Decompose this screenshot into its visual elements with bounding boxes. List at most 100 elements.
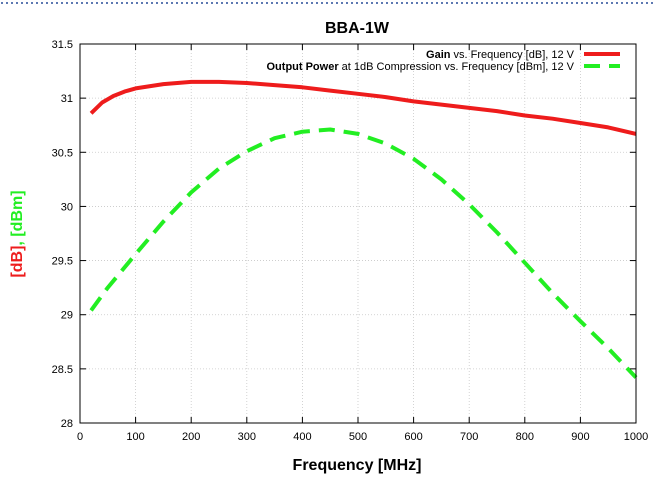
border-dot bbox=[576, 2, 578, 4]
border-dot bbox=[136, 2, 138, 4]
x-tick-label: 700 bbox=[460, 431, 478, 443]
border-dot bbox=[436, 2, 438, 4]
border-dot bbox=[56, 2, 58, 4]
border-dot bbox=[361, 2, 363, 4]
border-dot bbox=[566, 2, 568, 4]
border-dot bbox=[501, 2, 503, 4]
border-dot bbox=[476, 2, 478, 4]
border-dot bbox=[311, 2, 313, 4]
border-dot bbox=[261, 2, 263, 4]
border-dot bbox=[441, 2, 443, 4]
border-dot bbox=[96, 2, 98, 4]
border-dot bbox=[1, 2, 3, 4]
border-dot bbox=[331, 2, 333, 4]
border-dot bbox=[416, 2, 418, 4]
border-dot bbox=[446, 2, 448, 4]
border-dot bbox=[391, 2, 393, 4]
border-dot bbox=[586, 2, 588, 4]
border-dot bbox=[51, 2, 53, 4]
output-power-series-line bbox=[89, 127, 638, 379]
x-tick-label: 1000 bbox=[624, 431, 648, 443]
border-dot bbox=[481, 2, 483, 4]
border-dot bbox=[421, 2, 423, 4]
border-dot bbox=[651, 2, 653, 4]
border-dot bbox=[456, 2, 458, 4]
y-tick-label: 28 bbox=[61, 418, 73, 430]
border-dot bbox=[231, 2, 233, 4]
border-dot bbox=[556, 2, 558, 4]
border-dot bbox=[151, 2, 153, 4]
border-dot bbox=[636, 2, 638, 4]
border-dot bbox=[141, 2, 143, 4]
border-dot bbox=[401, 2, 403, 4]
border-dot bbox=[266, 2, 268, 4]
border-dot bbox=[81, 2, 83, 4]
border-dot bbox=[196, 2, 198, 4]
border-dot bbox=[381, 2, 383, 4]
border-dot bbox=[36, 2, 38, 4]
border-dot bbox=[426, 2, 428, 4]
border-dot bbox=[626, 2, 628, 4]
y-axis-label: [dB], [dBm] bbox=[9, 190, 26, 277]
border-dot bbox=[621, 2, 623, 4]
y-tick-label: 29.5 bbox=[52, 256, 73, 268]
border-dot bbox=[596, 2, 598, 4]
border-dot bbox=[531, 2, 533, 4]
border-dot bbox=[376, 2, 378, 4]
y-tick-label: 31 bbox=[61, 93, 73, 105]
x-tick-label: 900 bbox=[571, 431, 589, 443]
x-tick-label: 100 bbox=[126, 431, 144, 443]
border-dot bbox=[206, 2, 208, 4]
border-dot bbox=[641, 2, 643, 4]
border-dot bbox=[306, 2, 308, 4]
border-dot bbox=[411, 2, 413, 4]
border-dot bbox=[66, 2, 68, 4]
border-dot bbox=[506, 2, 508, 4]
border-dot bbox=[646, 2, 648, 4]
border-dot bbox=[181, 2, 183, 4]
border-dot bbox=[396, 2, 398, 4]
border-dot bbox=[71, 2, 73, 4]
border-dot bbox=[386, 2, 388, 4]
border-dot bbox=[106, 2, 108, 4]
border-dot bbox=[11, 2, 13, 4]
border-dot bbox=[461, 2, 463, 4]
border-dot bbox=[161, 2, 163, 4]
border-dot bbox=[326, 2, 328, 4]
border-dot bbox=[291, 2, 293, 4]
border-dot bbox=[171, 2, 173, 4]
border-dot bbox=[226, 2, 228, 4]
border-dot bbox=[46, 2, 48, 4]
border-dot bbox=[26, 2, 28, 4]
x-tick-label: 500 bbox=[349, 431, 367, 443]
border-dot bbox=[211, 2, 213, 4]
border-dot bbox=[31, 2, 33, 4]
border-dot bbox=[546, 2, 548, 4]
border-dot bbox=[116, 2, 118, 4]
border-dot bbox=[126, 2, 128, 4]
border-dot bbox=[176, 2, 178, 4]
border-dot bbox=[356, 2, 358, 4]
border-dot bbox=[526, 2, 528, 4]
border-dot bbox=[491, 2, 493, 4]
border-dot bbox=[486, 2, 488, 4]
border-dot bbox=[16, 2, 18, 4]
axis-ticks: 0 100 200 300 400 500 600 700 800 900 1000 28 28.5 29… bbox=[52, 39, 649, 443]
gain-series-line bbox=[89, 79, 637, 136]
border-dot bbox=[371, 2, 373, 4]
y-tick-label: 31.5 bbox=[52, 39, 73, 51]
chart-title: BBA-1W bbox=[325, 20, 390, 37]
x-tick-label: 400 bbox=[293, 431, 311, 443]
border-dot bbox=[346, 2, 348, 4]
border-dot bbox=[471, 2, 473, 4]
x-tick-label: 800 bbox=[516, 431, 534, 443]
series-group bbox=[89, 79, 638, 379]
border-dot bbox=[86, 2, 88, 4]
border-dot bbox=[541, 2, 543, 4]
border-dot bbox=[516, 2, 518, 4]
border-dot bbox=[406, 2, 408, 4]
border-dot bbox=[451, 2, 453, 4]
border-dot bbox=[251, 2, 253, 4]
border-dot bbox=[466, 2, 468, 4]
legend-label: Output Power at 1dB Compression vs. Freq… bbox=[267, 61, 575, 73]
